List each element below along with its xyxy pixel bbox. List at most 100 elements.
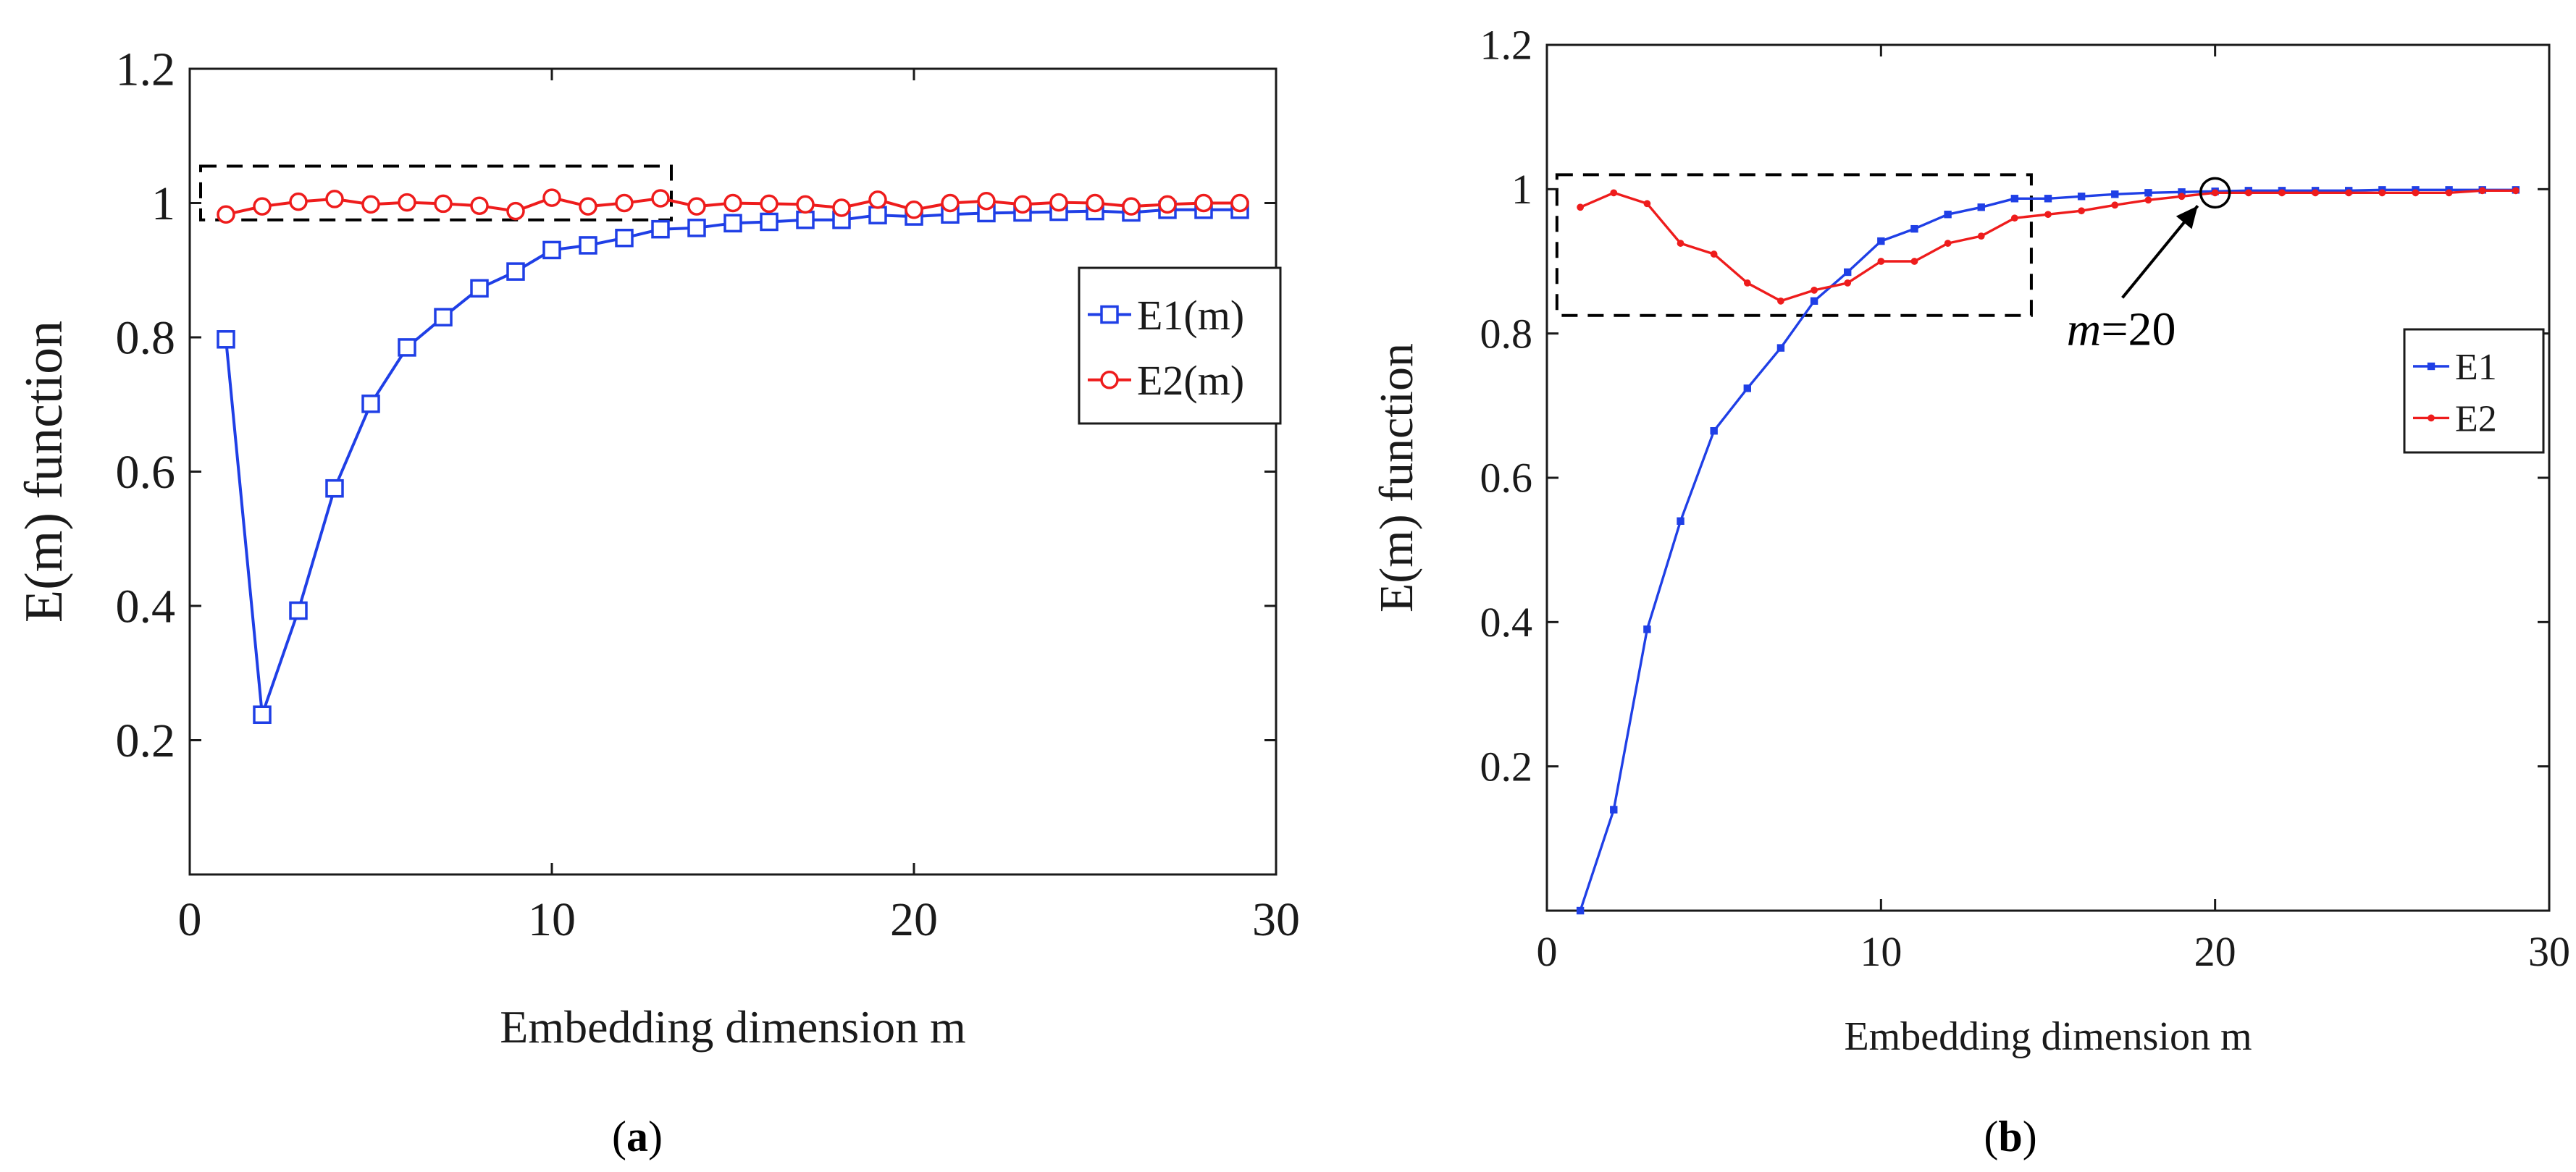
data-point	[1610, 806, 1618, 814]
data-point	[868, 190, 887, 209]
dashed-highlight-box	[199, 164, 673, 222]
data-point	[398, 338, 416, 357]
data-point	[1577, 203, 1585, 211]
y-tick-label-top: 1.2	[116, 43, 176, 96]
y-tick-label: 0.4	[116, 580, 176, 633]
data-point	[470, 279, 489, 298]
data-point	[579, 197, 597, 216]
data-point	[1944, 240, 1952, 247]
data-point	[2512, 187, 2520, 195]
y-tick-label: 0.6	[116, 446, 176, 499]
data-point	[723, 214, 742, 233]
data-point	[1643, 200, 1651, 208]
data-point	[579, 236, 597, 255]
y-tick-label: 0.2	[116, 714, 176, 767]
data-point	[2278, 189, 2286, 197]
data-point	[1877, 237, 1885, 245]
data-point	[1194, 193, 1213, 213]
data-point	[2144, 189, 2152, 197]
data-point	[217, 330, 235, 349]
data-point	[2144, 196, 2152, 204]
data-point	[1977, 232, 1985, 240]
x-axis-label: Embedding dimension m	[500, 1001, 966, 1053]
data-point	[2078, 207, 2086, 215]
series-line	[1579, 189, 2516, 303]
legend: E1(m) E2(m)	[1078, 266, 1282, 425]
data-point	[868, 206, 887, 224]
data-point	[2412, 189, 2420, 197]
data-point	[905, 201, 923, 219]
data-point	[615, 193, 634, 213]
annotation-arrow-head	[2176, 206, 2198, 229]
data-point	[1910, 258, 1918, 265]
legend-box	[2403, 328, 2545, 454]
y-tick-label: 1	[1511, 166, 1532, 213]
data-point	[289, 601, 308, 620]
legend-label: E1(m)	[1137, 292, 1244, 339]
data-point	[542, 240, 561, 260]
annotation-m: m	[2067, 303, 2102, 355]
data-point	[325, 190, 344, 208]
data-point	[1944, 211, 1952, 219]
data-point	[1776, 344, 1785, 352]
chart-a: 0 10 20 30 0.2 0.4 0.6 0.8 1 1.2 Embedding dimensi…	[14, 43, 1300, 1160]
series-e2m	[217, 188, 1249, 224]
data-point	[1677, 517, 1685, 525]
legend-marker	[2428, 414, 2435, 422]
data-point	[1710, 250, 1718, 258]
data-point	[2077, 193, 2086, 201]
data-point	[1230, 193, 1249, 213]
x-tick-label: 10	[528, 893, 576, 946]
annotation-label: m=20	[2067, 303, 2176, 355]
data-point	[1710, 427, 1718, 435]
data-point	[1743, 279, 1751, 287]
x-tick-label: 30	[2528, 928, 2570, 975]
data-point	[2244, 189, 2252, 197]
data-point	[1877, 258, 1885, 265]
data-point	[434, 308, 453, 326]
plot-frame	[188, 67, 1277, 876]
data-point	[542, 188, 561, 207]
data-point	[217, 205, 235, 224]
data-point	[832, 198, 851, 217]
y-axis-label: E(m) function	[14, 321, 74, 623]
data-point	[1910, 224, 1918, 233]
y-tick-label: 1	[151, 177, 175, 230]
data-point	[615, 228, 634, 248]
data-point	[1811, 286, 1818, 294]
data-point	[2111, 190, 2119, 198]
legend-label: E2	[2455, 399, 2497, 440]
data-point	[651, 189, 670, 208]
data-point	[1049, 193, 1068, 212]
series-e1	[1576, 186, 2520, 915]
data-point	[398, 193, 416, 212]
y-tick-label: 0.8	[1480, 310, 1533, 357]
data-point	[2378, 189, 2386, 197]
data-point	[760, 212, 779, 232]
panel-letter: b	[1998, 1113, 2022, 1160]
panel-label: (a)	[612, 1113, 663, 1160]
y-tick-label: 0.2	[1480, 743, 1533, 790]
data-point	[289, 192, 308, 211]
y-axis-label: E(m) function	[1370, 343, 1423, 612]
y-tick-label: 0.4	[1480, 599, 1533, 646]
data-point	[1810, 297, 1818, 305]
data-point	[2111, 201, 2119, 209]
data-point	[723, 193, 742, 213]
x-tick-label: 30	[1252, 893, 1300, 946]
data-point	[1743, 384, 1751, 392]
data-point	[361, 395, 380, 413]
chart-b: 0 10 20 30 0.2 0.4 0.6 0.8 1 1.2 Embedding dimensi…	[1370, 22, 2570, 1160]
data-point	[1013, 195, 1032, 214]
y-tick-label: 0.6	[1480, 455, 1533, 502]
data-point	[2211, 189, 2219, 197]
data-point	[1122, 197, 1141, 216]
data-point	[2345, 189, 2353, 197]
data-point	[2445, 189, 2453, 197]
legend-marker	[1100, 305, 1119, 324]
data-point	[361, 195, 380, 214]
legend-box	[1078, 266, 1282, 425]
data-point	[796, 210, 815, 229]
data-point	[253, 705, 272, 725]
x-axis-label: Embedding dimension m	[1844, 1014, 2252, 1059]
